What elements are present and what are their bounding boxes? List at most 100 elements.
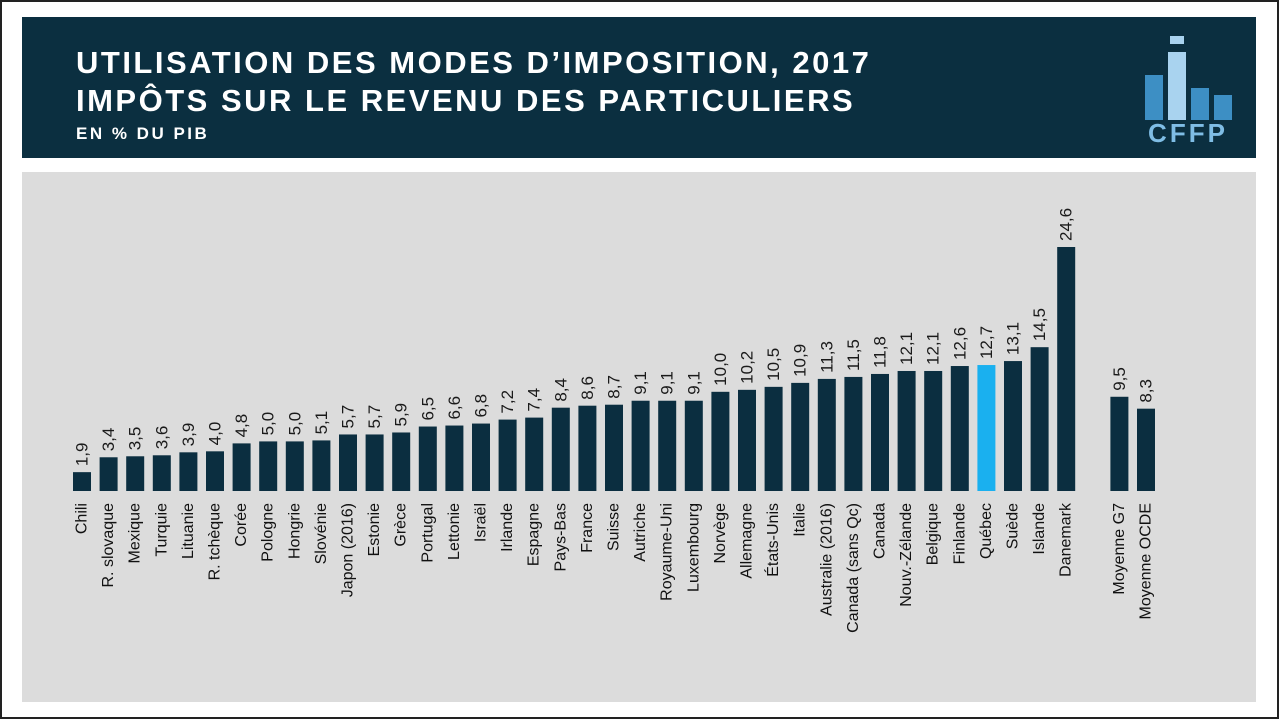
value-label: 8,3 (1137, 379, 1156, 403)
value-label: 5,0 (285, 412, 304, 436)
logo-bar (1214, 95, 1232, 120)
bar (1110, 396, 1129, 491)
x-tick-label: France (579, 503, 596, 553)
logo: CFFP (1145, 36, 1232, 148)
bar (738, 389, 756, 491)
x-tick-label: Lituanie (180, 503, 197, 559)
value-label: 11,3 (817, 341, 836, 373)
title-line: IMPÔTS SUR LE REVENU DES PARTICULIERS (76, 82, 855, 118)
value-label: 14,5 (1030, 308, 1049, 341)
x-tick-label: Mexique (127, 503, 144, 564)
x-tick-label: Italie (792, 503, 809, 537)
value-label: 12,1 (897, 332, 916, 365)
value-label: 5,7 (365, 405, 384, 429)
value-label: 6,6 (445, 396, 464, 420)
value-label: 5,1 (312, 411, 331, 435)
bar (605, 404, 623, 491)
value-label: 12,6 (950, 327, 969, 360)
logo-bar (1145, 75, 1163, 120)
value-label: 9,1 (658, 371, 677, 395)
x-tick-label: R. slovaque (100, 503, 117, 588)
bar (525, 417, 544, 491)
value-label: 11,8 (871, 336, 890, 368)
x-tick-label: Allemagne (739, 503, 756, 579)
value-label: 5,0 (259, 412, 278, 436)
value-label: 7,2 (498, 390, 517, 414)
x-tick-label: Canada (sans Qc) (845, 503, 862, 633)
bar (817, 378, 836, 491)
logo-bar (1170, 36, 1184, 44)
x-tick-label: Québec (978, 503, 995, 559)
x-tick-label: Lettonie (446, 503, 463, 560)
bar (259, 441, 278, 491)
bar (392, 432, 411, 491)
bar (1137, 408, 1155, 491)
bar (312, 440, 331, 491)
x-tick-label: Australie (2016) (818, 503, 835, 616)
logo-bar (1168, 52, 1186, 120)
value-label: 12,1 (924, 332, 943, 365)
value-label: 9,5 (1110, 367, 1129, 391)
x-tick-label: Japon (2016) (340, 503, 357, 597)
value-label: 12,7 (977, 326, 996, 359)
bar (285, 441, 304, 491)
value-label: 10,5 (764, 348, 783, 381)
bar (977, 365, 996, 491)
bar (73, 472, 91, 491)
bar (764, 386, 783, 491)
value-label: 10,9 (791, 344, 810, 377)
logo-bar (1191, 88, 1209, 120)
bar (897, 370, 916, 491)
x-tick-label: Royaume-Uni (659, 503, 676, 601)
x-tick-label: Danemark (1058, 502, 1075, 577)
x-tick-label: Norvège (712, 503, 729, 564)
bar (418, 426, 437, 491)
x-tick-label: Espagne (526, 503, 543, 566)
value-label: 3,5 (126, 427, 145, 451)
bar (126, 456, 145, 491)
x-tick-label: Finlande (951, 503, 968, 564)
x-tick-label: R. tchèque (207, 503, 224, 580)
x-tick-label: Belgique (925, 503, 942, 565)
bar (551, 407, 570, 491)
x-tick-label: Portugal (419, 503, 436, 563)
value-label: 3,4 (99, 428, 118, 452)
bar (365, 434, 384, 491)
x-tick-label: Moyenne G7 (1111, 503, 1128, 595)
bar (950, 366, 969, 491)
value-label: 4,8 (232, 414, 251, 438)
x-tick-label: Slovénie (313, 503, 330, 564)
value-label: 11,5 (844, 339, 863, 371)
x-tick-label: Suède (1005, 503, 1022, 549)
value-label: 1,9 (73, 443, 92, 467)
value-label: 13,1 (1004, 322, 1023, 355)
bar (711, 391, 730, 491)
subtitle: EN % DU PIB (76, 124, 209, 143)
value-label: 6,5 (418, 397, 437, 421)
bar (99, 457, 118, 491)
x-tick-label: Luxembourg (685, 503, 702, 592)
value-label: 9,1 (684, 371, 703, 395)
value-label: 24,6 (1057, 208, 1076, 241)
x-tick-label: Pologne (260, 503, 277, 562)
x-tick-label: Hongrie (286, 503, 303, 559)
bar (1030, 347, 1049, 491)
value-label: 10,0 (711, 353, 730, 386)
value-label: 6,8 (472, 394, 491, 418)
bar (232, 443, 251, 491)
bar (152, 455, 171, 491)
bar (578, 405, 597, 491)
bar (445, 425, 464, 491)
x-tick-label: Estonie (366, 503, 383, 556)
x-tick-label: Irlande (499, 503, 516, 552)
x-tick-label: Turquie (153, 503, 170, 557)
value-label: 8,6 (578, 376, 597, 400)
value-label: 8,4 (551, 378, 570, 402)
value-label: 9,1 (631, 371, 650, 395)
bar (472, 423, 490, 491)
x-tick-label: Grèce (393, 503, 410, 547)
x-tick-label: Autriche (632, 503, 649, 562)
x-tick-label: Chili (74, 503, 91, 534)
x-tick-label: Moyenne OCDE (1138, 503, 1155, 620)
